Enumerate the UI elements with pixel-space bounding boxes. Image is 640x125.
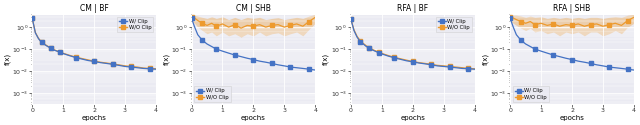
Legend: W/ Clip, W/O Clip: W/ Clip, W/O Clip	[436, 17, 472, 32]
Legend: W/ Clip, W/O Clip: W/ Clip, W/O Clip	[513, 86, 549, 102]
Legend: W/ Clip, W/O Clip: W/ Clip, W/O Clip	[117, 17, 153, 32]
X-axis label: epochs: epochs	[241, 115, 266, 121]
Title: CM | BF: CM | BF	[80, 4, 108, 13]
X-axis label: epochs: epochs	[400, 115, 425, 121]
Legend: W/ Clip, W/O Clip: W/ Clip, W/O Clip	[194, 86, 230, 102]
Title: RFA | BF: RFA | BF	[397, 4, 428, 13]
X-axis label: epochs: epochs	[82, 115, 106, 121]
Title: CM | SHB: CM | SHB	[236, 4, 271, 13]
Title: RFA | SHB: RFA | SHB	[554, 4, 591, 13]
X-axis label: epochs: epochs	[559, 115, 584, 121]
Y-axis label: f(x): f(x)	[482, 53, 488, 65]
Y-axis label: f(x): f(x)	[323, 53, 329, 65]
Y-axis label: f(x): f(x)	[163, 53, 170, 65]
Y-axis label: f(x): f(x)	[4, 53, 11, 65]
